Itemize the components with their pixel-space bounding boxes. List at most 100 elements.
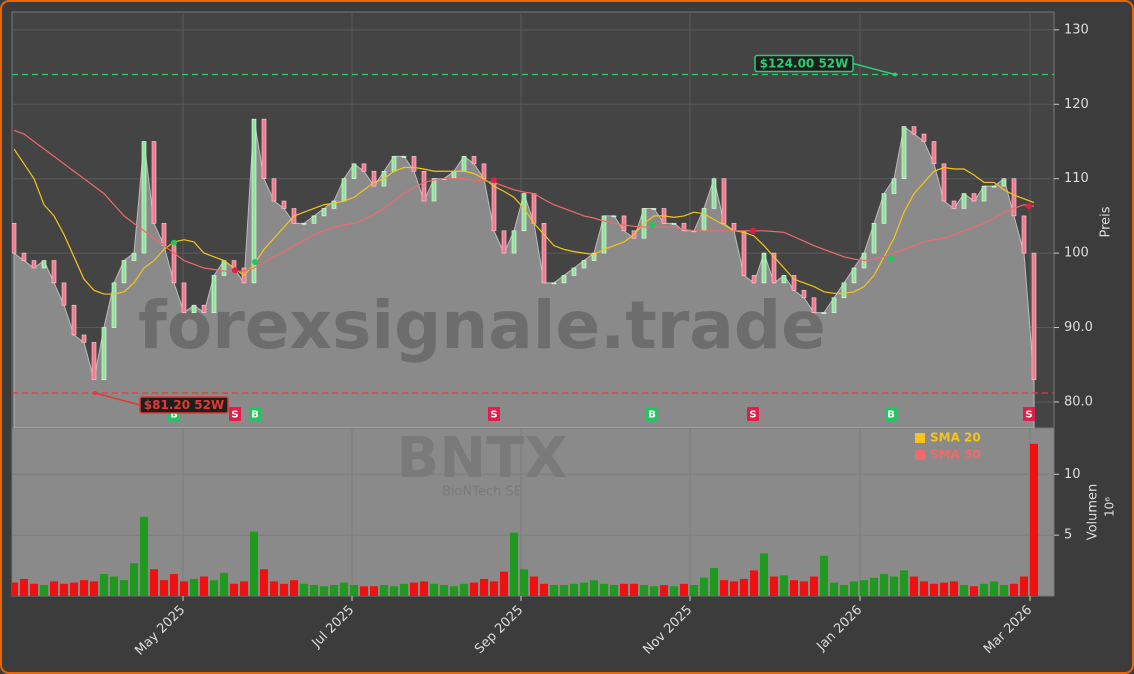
candle-body [71, 304, 77, 336]
volume-bar [220, 572, 228, 596]
volume-bar [510, 532, 518, 596]
sma-line [13, 148, 1035, 295]
sma-line [13, 129, 1035, 273]
volume-tick-label: 5 [1064, 528, 1072, 543]
volume-bar [100, 574, 108, 596]
volume-bar [30, 583, 38, 596]
volume-bar [60, 583, 68, 596]
candle-body [121, 260, 127, 284]
volume-bar [430, 583, 438, 596]
annotation-arrow [852, 62, 896, 76]
volume-bar [740, 578, 748, 596]
volume-bar [970, 586, 978, 596]
volume-bar [420, 581, 428, 596]
candle-body [891, 178, 897, 194]
candle-body [771, 252, 777, 284]
candle-body [151, 141, 157, 224]
candle-body [921, 133, 927, 142]
signal-label: S [490, 410, 497, 421]
signal-marker [1023, 407, 1035, 421]
candle-body [451, 170, 457, 179]
volume-bar [900, 570, 908, 596]
volume-bar [780, 575, 788, 596]
candle-body [961, 193, 967, 209]
candle-body [331, 200, 337, 209]
volume-bar [70, 582, 78, 596]
volume-bar [810, 576, 818, 596]
volume-bar [550, 585, 558, 596]
candle-body [101, 327, 107, 380]
candle-body [531, 193, 537, 224]
volume-bar [490, 581, 498, 596]
volume-bar [390, 586, 398, 596]
y-axis-label: Preis [1099, 206, 1114, 237]
y-tick-label: 100 [1064, 246, 1089, 261]
volume-bar [980, 583, 988, 596]
symbol-watermark: BNTX [397, 426, 568, 491]
volume-bar [880, 574, 888, 596]
candle-body [261, 118, 267, 179]
close-area [13, 119, 1035, 428]
signal-dot [649, 221, 655, 228]
volume-bar [240, 581, 248, 596]
volume-bar [820, 555, 828, 596]
volume-bar [720, 580, 728, 596]
volume-bar [410, 582, 418, 596]
candle-body [881, 193, 887, 224]
candle-body [281, 200, 287, 209]
candle-body [1011, 178, 1017, 217]
candle-body [1001, 178, 1007, 187]
candle-body [951, 200, 957, 209]
candle-body [511, 230, 517, 254]
volume-bar [80, 580, 88, 596]
candle-body [61, 282, 67, 306]
annotation-point [893, 72, 897, 77]
volume-bar [540, 583, 548, 596]
signal-marker [646, 407, 658, 421]
company-watermark: BioNTech SE [442, 485, 522, 500]
signal-dot [491, 177, 497, 184]
volume-bar [300, 583, 308, 596]
signal-dot [888, 255, 894, 262]
candle-body [901, 126, 907, 179]
volume-bar [160, 580, 168, 596]
legend-swatch [915, 450, 925, 460]
signal-label: B [170, 410, 178, 421]
volume-bar [250, 531, 258, 596]
annotation-box [139, 396, 229, 414]
candle-body [251, 118, 257, 284]
candle-body [131, 252, 137, 261]
candle-body [941, 163, 947, 202]
volume-bar [990, 581, 998, 596]
volume-bar [340, 582, 348, 596]
volume-bar [270, 581, 278, 596]
volume-bar [360, 586, 368, 596]
volume-bar [90, 581, 98, 596]
signal-label: S [749, 410, 756, 421]
volume-bar [840, 585, 848, 596]
signal-dot [252, 259, 258, 266]
volume-bar [290, 580, 298, 596]
y-tick-label: 120 [1064, 97, 1089, 112]
candle-body [721, 178, 727, 224]
candle-body [981, 185, 987, 202]
candle-body [751, 275, 757, 284]
volume-bar [620, 583, 628, 596]
candle-body [681, 223, 687, 232]
candle-body [831, 297, 837, 313]
candle-body [111, 282, 117, 328]
y-tick-label: 80.0 [1064, 394, 1093, 409]
candle-body [431, 178, 437, 202]
candle-body [21, 252, 27, 261]
volume-bar [670, 586, 678, 596]
candle-body [601, 215, 607, 254]
candle-body [81, 334, 87, 343]
candle-body [671, 223, 677, 225]
volume-bar [320, 586, 328, 596]
candle-body [401, 156, 407, 158]
candle-body [931, 141, 937, 165]
volume-bar [210, 580, 218, 596]
signal-dot [171, 239, 177, 246]
candle-body [851, 267, 857, 284]
